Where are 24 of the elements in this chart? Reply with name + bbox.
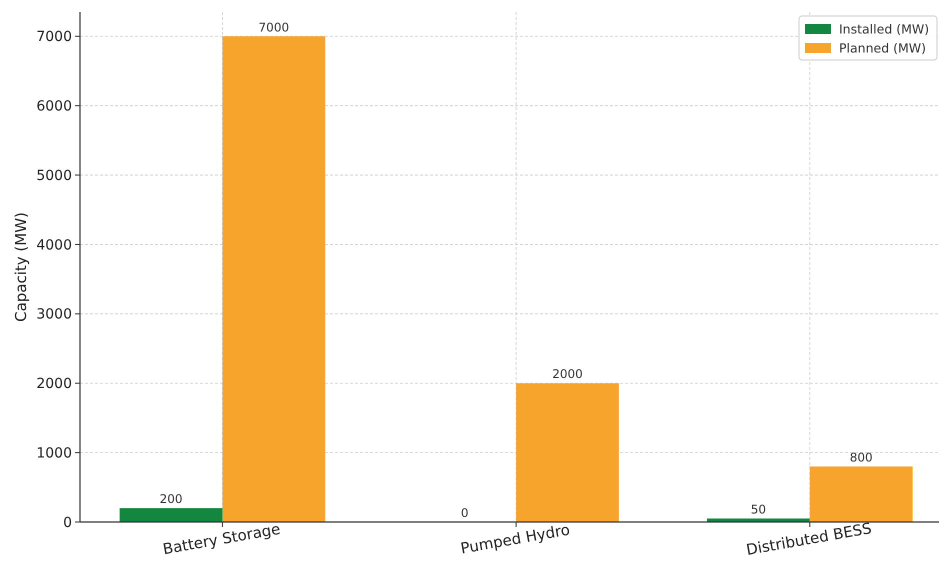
data-label: 0	[460, 506, 469, 520]
y-tick-label: 2000	[36, 376, 72, 392]
legend-label: Planned (MW)	[839, 40, 926, 56]
bar	[810, 466, 913, 522]
y-tick-label: 0	[63, 514, 72, 531]
data-label: 800	[850, 450, 873, 464]
x-tick-label: Pumped Hydro	[459, 520, 572, 558]
y-tick-label: 6000	[36, 98, 72, 115]
y-axis-title: Capacity (MW)	[12, 212, 30, 322]
legend-label: Installed (MW)	[839, 21, 930, 36]
y-tick-label: 4000	[36, 237, 72, 254]
data-label: 200	[160, 492, 182, 506]
data-label: 50	[750, 502, 766, 517]
y-tick-label: 3000	[36, 306, 72, 323]
y-tick-label: 1000	[36, 446, 72, 462]
x-tick-label: Distributed BESS	[744, 519, 874, 559]
bar	[516, 383, 619, 522]
bar	[120, 508, 222, 522]
bar	[222, 36, 326, 522]
data-label: 7000	[258, 20, 290, 34]
x-tick-label: Battery Storage	[161, 520, 282, 558]
y-tick-label: 5000	[36, 168, 72, 184]
data-label: 2000	[552, 367, 583, 382]
y-tick-label: 7000	[36, 29, 72, 46]
